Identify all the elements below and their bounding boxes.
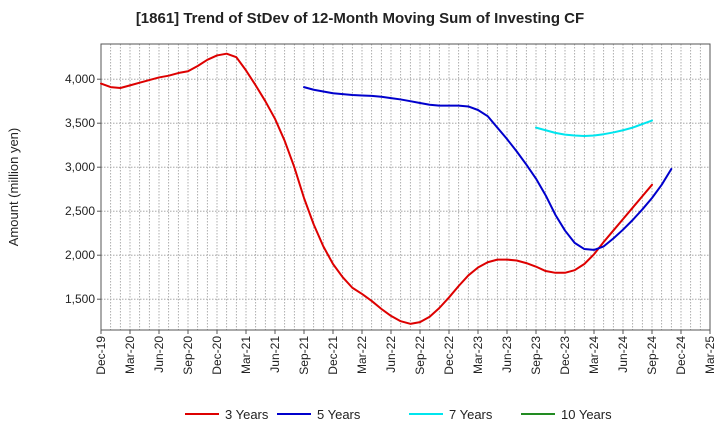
y-tick-label: 3,000 <box>65 160 95 174</box>
series-line-3-years <box>100 52 653 325</box>
y-axis-ticks: 1,500 2,000 2,500 3,000 3,500 4,000 <box>65 72 101 306</box>
x-tick-label: Mar-24 <box>587 336 601 374</box>
legend: 3 Years 5 Years 7 Years 10 Years <box>185 407 612 422</box>
y-tick-label: 3,500 <box>65 116 95 130</box>
x-tick-label: Dec-19 <box>94 336 108 375</box>
x-tick-label: Dec-23 <box>558 336 572 375</box>
x-tick-label: Jun-21 <box>268 336 282 373</box>
x-tick-label: Mar-25 <box>703 336 717 374</box>
x-tick-label: Sep-23 <box>529 336 543 375</box>
x-tick-label: Mar-20 <box>123 336 137 374</box>
plot-frame <box>100 43 711 331</box>
y-tick-label: 2,000 <box>65 248 95 262</box>
x-axis-ticks: Dec-19 Mar-20 Jun-20 Sep-20 Dec-20 Mar-21 Jun-… <box>94 330 717 375</box>
x-tick-label: Mar-22 <box>355 336 369 374</box>
x-tick-label: Dec-21 <box>326 336 340 375</box>
y-axis-label: Amount (million yen) <box>6 128 21 247</box>
grid <box>100 44 711 330</box>
x-tick-label: Jun-23 <box>500 336 514 373</box>
series-line-5-years <box>303 86 673 251</box>
y-tick-label: 4,000 <box>65 72 95 86</box>
x-tick-label: Sep-22 <box>413 336 427 375</box>
legend-label: 7 Years <box>449 407 493 422</box>
x-tick-label: Jun-22 <box>384 336 398 373</box>
y-tick-label: 1,500 <box>65 292 95 306</box>
x-tick-label: Jun-20 <box>152 336 166 373</box>
x-tick-label: Dec-24 <box>674 336 688 375</box>
x-tick-label: Dec-22 <box>442 336 456 375</box>
series-lines <box>100 52 673 325</box>
y-tick-label: 2,500 <box>65 204 95 218</box>
x-tick-label: Mar-23 <box>471 336 485 374</box>
legend-label: 10 Years <box>561 407 612 422</box>
x-tick-label: Jun-24 <box>616 336 630 373</box>
x-tick-label: Dec-20 <box>210 336 224 375</box>
x-tick-label: Sep-20 <box>181 336 195 375</box>
x-tick-label: Sep-24 <box>645 336 659 375</box>
x-tick-label: Mar-21 <box>239 336 253 374</box>
x-tick-label: Sep-21 <box>297 336 311 375</box>
legend-label: 5 Years <box>317 407 361 422</box>
chart-title: [1861] Trend of StDev of 12-Month Moving… <box>135 10 585 27</box>
legend-label: 3 Years <box>225 407 269 422</box>
series-line-7-years <box>535 119 653 137</box>
